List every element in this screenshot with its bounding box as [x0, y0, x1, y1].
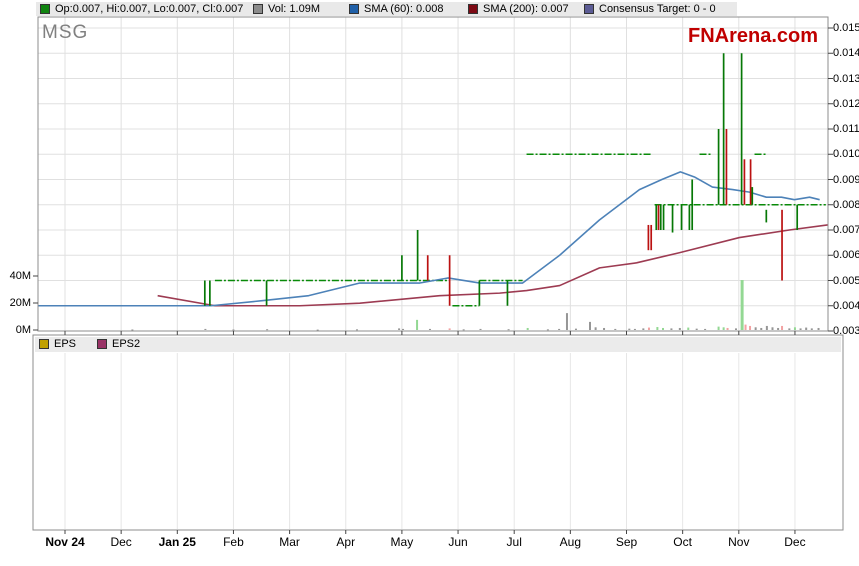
time-tick-label: Feb: [223, 535, 244, 549]
time-tick-label: Jun: [448, 535, 468, 549]
price-tick-label: 0.012: [833, 97, 859, 110]
sma60-swatch-icon: [349, 4, 359, 14]
ohlc-label: Op:0.007, Hi:0.007, Lo:0.007, Cl:0.007: [55, 3, 244, 15]
time-tick-label: Aug: [559, 535, 582, 549]
price-tick-label: 0.009: [833, 173, 859, 186]
legend-item-sma60: SMA (60): 0.008: [349, 2, 444, 16]
legend-item-volume: Vol: 1.09M: [253, 2, 320, 16]
time-tick-label: Nov: [728, 535, 750, 549]
chart-legend: Op:0.007, Hi:0.007, Lo:0.007, Cl:0.007 V…: [36, 2, 737, 16]
volume-swatch-icon: [253, 4, 263, 14]
time-tick-label: Apr: [336, 535, 356, 549]
time-tick-label: Dec: [110, 535, 132, 549]
sma200-swatch-icon: [468, 4, 478, 14]
time-tick-label: Jul: [506, 535, 522, 549]
price-tick-label: 0.006: [833, 249, 859, 262]
volume-tick-label: 0M: [15, 324, 31, 336]
eps-label: EPS: [54, 337, 77, 350]
price-tick-label: 0.007: [833, 224, 859, 236]
consensus-swatch-icon: [584, 4, 594, 14]
price-tick-label: 0.014: [833, 47, 859, 60]
time-tick-label: May: [390, 535, 414, 549]
volume-tick-label: 40M: [9, 270, 31, 282]
sma60-label: SMA (60): 0.008: [364, 3, 444, 15]
eps2-label: EPS2: [112, 337, 141, 350]
price-tick-label: 0.005: [833, 274, 859, 287]
price-tick-label: 0.003: [833, 325, 859, 337]
time-tick-label: Dec: [784, 535, 806, 549]
volume-tick-label: 20M: [9, 297, 31, 309]
time-tick-label: Sep: [615, 535, 638, 549]
time-tick-label: Jan 25: [158, 535, 196, 549]
price-tick-label: 0.008: [833, 198, 859, 211]
time-tick-label: Mar: [279, 535, 300, 549]
sma200-label: SMA (200): 0.007: [483, 3, 569, 15]
ohlc-swatch-icon: [40, 4, 50, 14]
fnarena-watermark: FNArena.com: [688, 25, 819, 47]
eps-legend: EPS EPS2: [35, 337, 841, 352]
ticker-symbol: MSG: [42, 22, 89, 43]
price-tick-label: 0.010: [833, 148, 859, 161]
eps-swatch-icon: [39, 339, 49, 349]
eps2-swatch-icon: [97, 339, 107, 349]
volume-label: Vol: 1.09M: [268, 3, 320, 15]
legend-item-sma200: SMA (200): 0.007: [468, 2, 569, 16]
price-tick-label: 0.011: [833, 123, 859, 135]
price-tick-label: 0.004: [833, 299, 859, 312]
legend-item-eps2: EPS2: [97, 337, 140, 351]
consensus-label: Consensus Target: 0 - 0: [599, 3, 716, 15]
time-tick-label: Nov 24: [45, 535, 85, 549]
price-tick-label: 0.013: [833, 72, 859, 85]
time-tick-label: Oct: [673, 535, 692, 549]
legend-item-eps: EPS: [39, 337, 76, 351]
price-tick-label: 0.015: [833, 22, 859, 34]
legend-item-ohlc: Op:0.007, Hi:0.007, Lo:0.007, Cl:0.007: [40, 2, 243, 16]
legend-item-consensus: Consensus Target: 0 - 0: [584, 2, 716, 16]
